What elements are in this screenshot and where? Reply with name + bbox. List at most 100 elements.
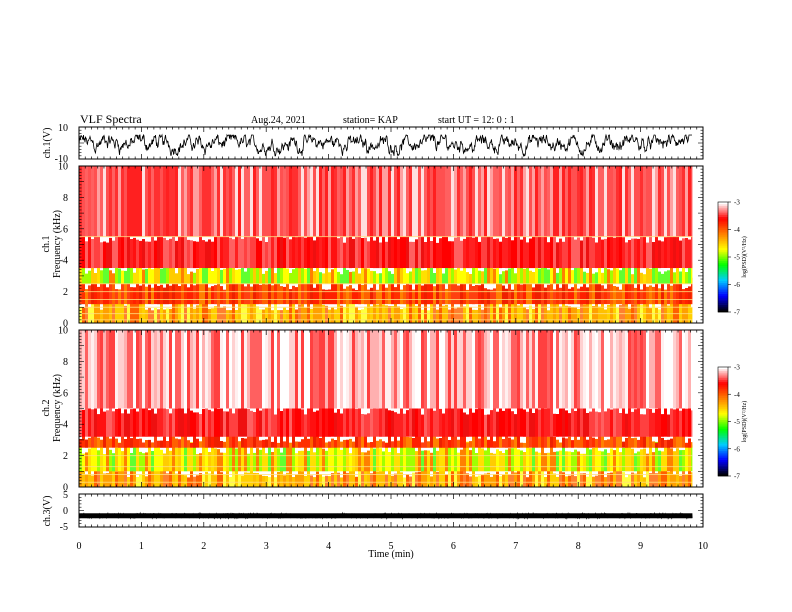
spectrogram-cell bbox=[142, 330, 145, 409]
spectrogram-cell bbox=[112, 273, 115, 284]
colorbar-label: log(PSD)(V²/Hz) bbox=[741, 236, 748, 277]
spectrogram-cell bbox=[460, 405, 463, 437]
spectrogram-cell bbox=[262, 475, 265, 487]
spectrogram-cell bbox=[334, 166, 337, 237]
colorbar-segment bbox=[718, 423, 728, 426]
spectrogram-cell bbox=[280, 452, 283, 472]
colorbar-tick-label: -4 bbox=[734, 391, 740, 399]
spectrogram-cell bbox=[466, 235, 469, 269]
spectrogram-cell bbox=[112, 166, 115, 237]
spectrogram-cell bbox=[613, 286, 616, 305]
spectrogram-cell bbox=[175, 330, 178, 409]
spectrogram-cell bbox=[619, 413, 622, 437]
spectrogram-cell bbox=[115, 447, 118, 472]
spectrogram-cell bbox=[466, 299, 469, 323]
spectrogram-cell bbox=[391, 166, 394, 237]
colorbar-segment bbox=[718, 222, 728, 225]
spectrogram-cell bbox=[574, 476, 577, 487]
spectrogram-cell bbox=[508, 166, 511, 237]
spectrogram-cell bbox=[586, 439, 589, 448]
spectrogram-cell bbox=[205, 299, 208, 323]
spectrogram-cell bbox=[406, 330, 409, 409]
spectrogram-cell bbox=[295, 441, 298, 448]
spectrogram-cell bbox=[394, 473, 397, 487]
spectrogram-cell bbox=[478, 438, 481, 448]
spectrogram-cell bbox=[265, 270, 268, 284]
colorbar-segment bbox=[718, 306, 728, 309]
spectrogram-cell bbox=[685, 238, 688, 269]
spectrogram-cell bbox=[562, 437, 565, 448]
spectrogram-cell bbox=[253, 263, 256, 284]
spectrogram-cell bbox=[364, 237, 367, 269]
spectrogram-cell bbox=[664, 468, 667, 487]
spectrogram-cell bbox=[592, 166, 595, 237]
spectrogram-cell bbox=[307, 235, 310, 269]
spectrogram-cell bbox=[451, 241, 454, 269]
spectrogram-cell bbox=[82, 307, 85, 323]
spectrogram-cell bbox=[97, 437, 100, 448]
spectrogram-cell bbox=[184, 475, 187, 487]
spectrogram-cell bbox=[472, 237, 475, 268]
spectrogram-cell bbox=[445, 235, 448, 268]
spectrogram-cell bbox=[571, 237, 574, 268]
spectrogram-cell bbox=[550, 434, 553, 448]
spectrogram-cell bbox=[685, 442, 688, 448]
spectrogram-cell bbox=[400, 289, 403, 305]
spectrogram-cell bbox=[253, 452, 256, 472]
colorbar-tick-label: -7 bbox=[734, 309, 740, 317]
spectrogram-cell bbox=[151, 451, 154, 472]
spectrogram-cell bbox=[505, 434, 508, 448]
spectrogram-cell bbox=[589, 302, 592, 323]
spectrogram-cell bbox=[457, 234, 460, 269]
spectrogram-cell bbox=[244, 472, 247, 487]
spectrogram-cell bbox=[352, 238, 355, 268]
spectrogram-cell bbox=[100, 402, 103, 437]
spectrogram-cell bbox=[472, 264, 475, 284]
spectrogram-cell bbox=[241, 266, 244, 284]
spectrogram-cell bbox=[193, 308, 196, 323]
colorbar-segment bbox=[718, 295, 728, 298]
spectrogram-cell bbox=[688, 302, 691, 323]
time-tick-label: 1 bbox=[139, 541, 144, 552]
spectrogram-cell bbox=[169, 308, 172, 323]
colorbar-segment bbox=[718, 260, 728, 263]
spectrogram-cell bbox=[85, 330, 88, 409]
spectrogram-cell bbox=[604, 440, 607, 448]
spectrogram-cell bbox=[667, 270, 670, 284]
spectrogram-cell bbox=[412, 330, 415, 409]
spectrogram-cell bbox=[91, 267, 94, 284]
spectrogram-cell bbox=[613, 264, 616, 284]
spectrogram-cell bbox=[319, 330, 322, 409]
spectrogram-cell bbox=[436, 330, 439, 409]
spectrogram-cell bbox=[628, 277, 631, 305]
spectrogram-cell bbox=[511, 166, 514, 237]
spectrogram-cell bbox=[568, 436, 571, 448]
spectrogram-cell bbox=[223, 306, 226, 323]
spectrogram-cell bbox=[589, 330, 592, 409]
spectrogram-cell bbox=[127, 442, 130, 472]
spectrogram-cell bbox=[526, 166, 529, 237]
spectrogram-cell bbox=[259, 309, 262, 323]
spectrogram-cell bbox=[412, 166, 415, 237]
spectrogram-cell bbox=[172, 433, 175, 448]
spectrogram-cell bbox=[637, 451, 640, 472]
spectrogram-cell bbox=[451, 330, 454, 409]
spectrogram-cell bbox=[352, 166, 355, 237]
spectrogram-cell bbox=[259, 240, 262, 269]
spectrogram-cell bbox=[328, 444, 331, 472]
spectrogram-cell bbox=[538, 435, 541, 448]
spectrogram-cell bbox=[433, 444, 436, 472]
spectrogram-cell bbox=[388, 166, 391, 237]
spectrogram-cell bbox=[391, 410, 394, 437]
spectrogram-cell bbox=[631, 438, 634, 448]
spectrogram-cell bbox=[238, 233, 241, 268]
spectrogram-cell bbox=[337, 238, 340, 268]
spectrogram-cell bbox=[79, 306, 82, 323]
spectrogram-cell bbox=[367, 442, 370, 448]
spectrogram-cell bbox=[394, 230, 397, 269]
spectrogram-cell bbox=[346, 237, 349, 268]
time-tick-label: 5 bbox=[389, 541, 394, 552]
spectrogram-cell bbox=[415, 451, 418, 472]
spectrogram-cell bbox=[97, 166, 100, 237]
spectrogram-cell bbox=[553, 166, 556, 237]
